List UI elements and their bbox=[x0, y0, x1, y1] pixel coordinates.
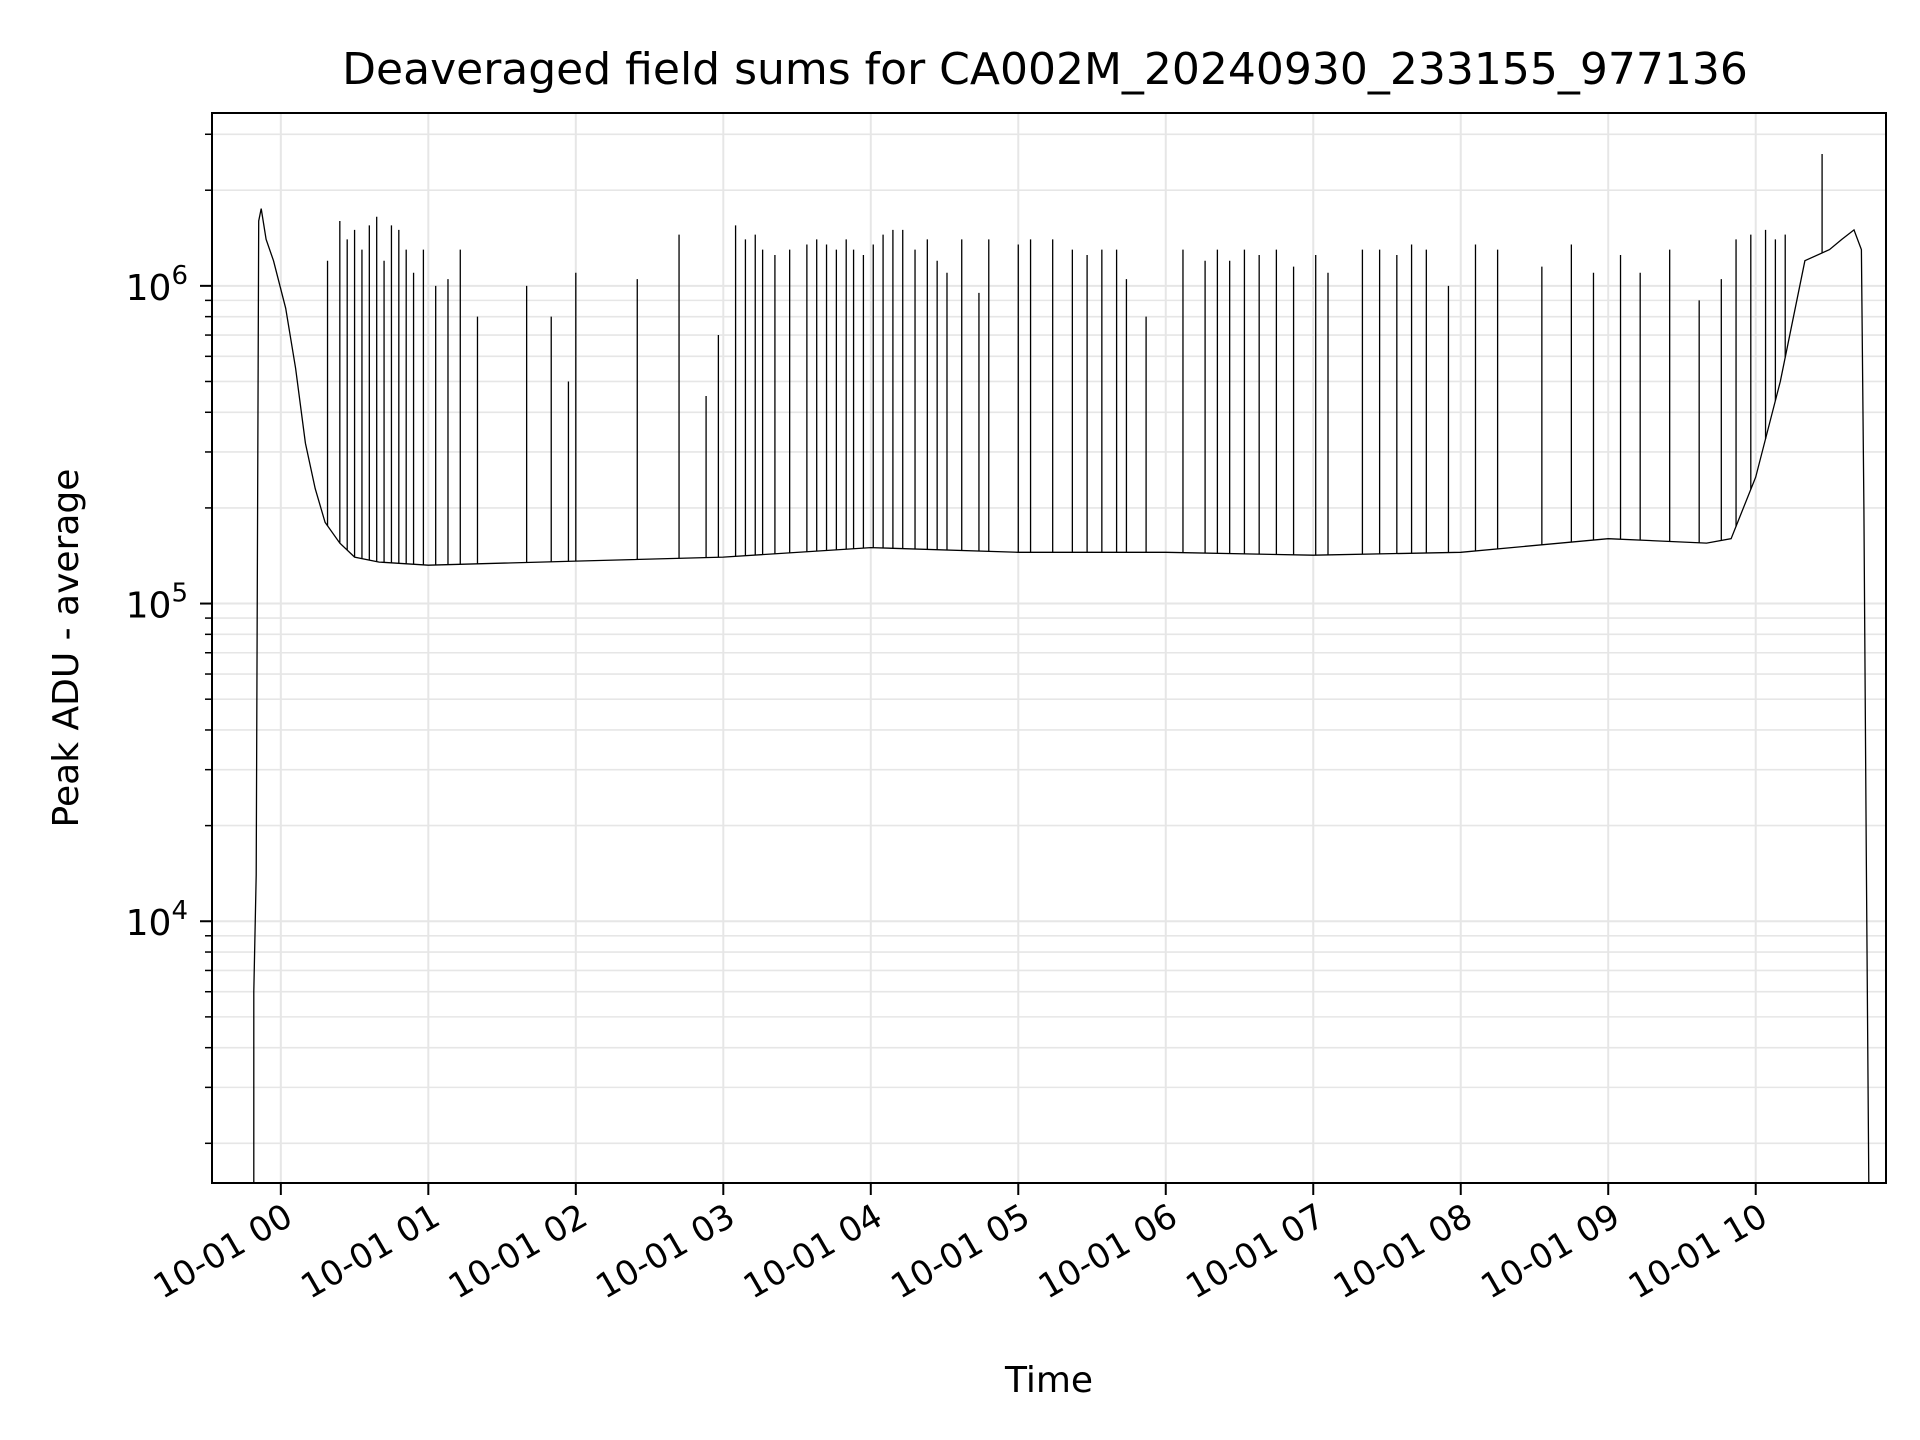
y-tick-label: 104 bbox=[126, 896, 188, 944]
y-tick-label: 105 bbox=[126, 579, 188, 627]
y-tick-base: 10 bbox=[126, 903, 172, 944]
spike-lines bbox=[326, 154, 1823, 566]
y-tick-exponent: 6 bbox=[171, 261, 188, 291]
x-axis-label: Time bbox=[1004, 1360, 1093, 1401]
y-tick-exponent: 5 bbox=[171, 579, 188, 609]
chart-title: Deaveraged field sums for CA002M_2024093… bbox=[342, 44, 1748, 95]
y-tick-base: 10 bbox=[126, 586, 172, 627]
y-tick-label: 106 bbox=[126, 261, 188, 309]
plot-frame bbox=[211, 112, 1887, 1184]
y-tick-base: 10 bbox=[126, 268, 172, 309]
y-tick-exponent: 4 bbox=[171, 896, 188, 926]
plot-area bbox=[253, 154, 1870, 1183]
grid-lines bbox=[212, 113, 1886, 1183]
series-line bbox=[253, 208, 1870, 1183]
y-axis-label: Peak ADU - average bbox=[46, 469, 87, 828]
